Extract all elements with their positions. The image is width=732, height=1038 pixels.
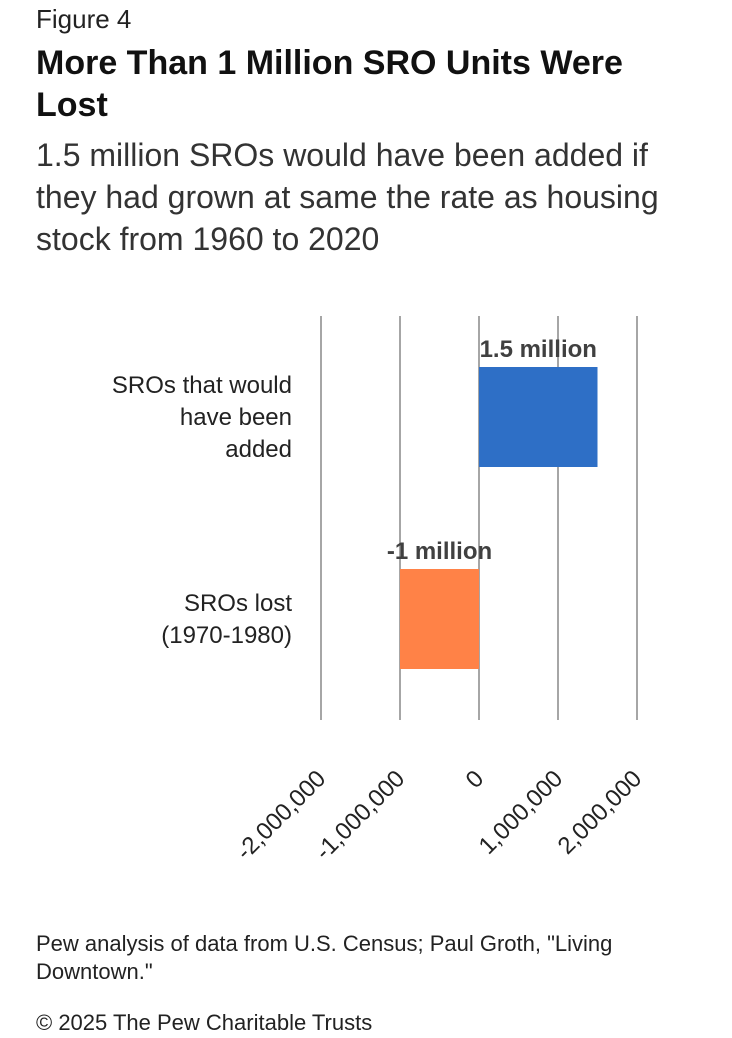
source-note: Pew analysis of data from U.S. Census; P…: [36, 931, 613, 984]
category-label: SROs that would have been added: [112, 372, 292, 463]
data-label: 1.5 million: [480, 336, 597, 363]
x-tick-label: 2,000,000: [553, 765, 648, 860]
copyright: © 2025 The Pew Charitable Trusts: [36, 1010, 373, 1035]
bar-1: [400, 569, 479, 669]
data-label: -1 million: [387, 538, 492, 565]
chart-title: More Than 1 Million SRO Units Were Lost: [36, 44, 623, 124]
chart-subtitle: 1.5 million SROs would have been added i…: [36, 137, 659, 257]
category-label: SROs lost (1970-1980): [161, 590, 292, 649]
bar-0: [479, 367, 598, 467]
x-tick-label: 1,000,000: [474, 765, 569, 860]
x-tick-label: 0: [461, 765, 490, 794]
figure-label: Figure 4: [36, 4, 132, 34]
bar-chart: 1.5 million SROs that would have been added…: [112, 316, 648, 865]
